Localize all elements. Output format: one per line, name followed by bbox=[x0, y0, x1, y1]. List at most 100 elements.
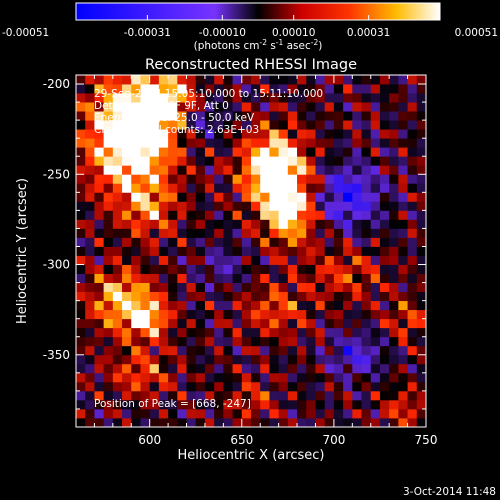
heatmap-cell bbox=[103, 120, 114, 130]
heatmap-cell bbox=[379, 102, 390, 112]
annotation-peak-position: Position of Peak = [668, -247] bbox=[94, 398, 251, 410]
heatmap-cell bbox=[76, 327, 86, 338]
heatmap-cell bbox=[370, 174, 381, 184]
heatmap-cell bbox=[370, 210, 381, 220]
heatmap-cell bbox=[278, 417, 289, 427]
heatmap-cell bbox=[324, 201, 335, 211]
heatmap-cell bbox=[122, 273, 132, 283]
heatmap-cell bbox=[333, 273, 344, 283]
heatmap-cell bbox=[379, 93, 390, 103]
heatmap-cell bbox=[122, 165, 132, 175]
heatmap-cell bbox=[287, 273, 298, 283]
heatmap-cell bbox=[85, 354, 95, 365]
heatmap-cell bbox=[186, 417, 197, 427]
heatmap-cell bbox=[315, 165, 326, 175]
heatmap-cell bbox=[343, 210, 353, 220]
heatmap-cell bbox=[168, 156, 178, 166]
heatmap-cell bbox=[343, 381, 353, 392]
heatmap-cell bbox=[333, 363, 344, 374]
heatmap-cell bbox=[232, 318, 243, 329]
colorbar: -0.00051 -0.00031 -0.00010 0.00010 0.00031 0.… bbox=[2, 2, 498, 52]
heatmap-cell bbox=[269, 363, 280, 374]
heatmap-cell bbox=[186, 327, 197, 338]
heatmap-cell bbox=[122, 192, 132, 202]
heatmap-cell bbox=[168, 327, 178, 338]
heatmap-cell bbox=[333, 246, 344, 256]
heatmap-cell bbox=[343, 390, 353, 401]
heatmap-cell bbox=[287, 264, 298, 274]
heatmap-cell bbox=[112, 246, 123, 256]
heatmap-cell bbox=[149, 102, 160, 112]
heatmap-cell bbox=[214, 84, 224, 94]
heatmap-cell bbox=[177, 183, 187, 193]
heatmap-cell bbox=[149, 246, 160, 256]
heatmap-cell bbox=[306, 192, 316, 202]
heatmap-cell bbox=[370, 327, 381, 338]
heatmap-cell bbox=[241, 93, 252, 103]
heatmap-cell bbox=[398, 183, 408, 193]
heatmap-cell bbox=[131, 93, 141, 103]
heatmap-cell bbox=[131, 192, 141, 202]
heatmap-cell bbox=[94, 120, 105, 130]
heatmap-cell bbox=[149, 354, 160, 365]
colorbar-tick-label: -0.00010 bbox=[199, 27, 246, 39]
heatmap-cell bbox=[76, 309, 86, 320]
heatmap-cell bbox=[297, 246, 307, 256]
heatmap-cell bbox=[76, 264, 86, 274]
heatmap-cell bbox=[149, 219, 160, 229]
heatmap-cell bbox=[297, 345, 307, 356]
heatmap-cell bbox=[186, 165, 197, 175]
heatmap-cell bbox=[352, 408, 362, 419]
heatmap-cell bbox=[158, 219, 169, 229]
heatmap-cell bbox=[195, 363, 206, 374]
heatmap-cell bbox=[85, 318, 95, 329]
heatmap-cell bbox=[333, 219, 344, 229]
heatmap-cell bbox=[122, 318, 132, 329]
heatmap-cell bbox=[398, 210, 408, 220]
heatmap-cell bbox=[112, 390, 123, 401]
heatmap-cell bbox=[398, 84, 408, 94]
heatmap-cell bbox=[269, 273, 280, 283]
heatmap-cell bbox=[315, 309, 326, 320]
heatmap-cell bbox=[140, 264, 151, 274]
heatmap-cell bbox=[140, 84, 151, 94]
heatmap-cell bbox=[168, 93, 178, 103]
heatmap-cell bbox=[315, 93, 326, 103]
heatmap-cell bbox=[361, 363, 372, 374]
heatmap-cell bbox=[352, 336, 362, 347]
heatmap-cell bbox=[251, 273, 261, 283]
heatmap-cell bbox=[287, 381, 298, 392]
heatmap-cell bbox=[103, 129, 114, 139]
heatmap-cell bbox=[195, 111, 206, 121]
heatmap-cell bbox=[94, 417, 105, 427]
heatmap-cell bbox=[251, 354, 261, 365]
heatmap-cell bbox=[131, 381, 141, 392]
heatmap-cell bbox=[214, 300, 224, 311]
heatmap-cell bbox=[204, 75, 215, 85]
heatmap-cell bbox=[379, 138, 390, 148]
heatmap-cell bbox=[112, 309, 123, 320]
heatmap-cell bbox=[149, 75, 160, 85]
heatmap-cell bbox=[112, 165, 123, 175]
heatmap-cell bbox=[297, 93, 307, 103]
heatmap-cell bbox=[251, 255, 261, 265]
heatmap-cell bbox=[398, 111, 408, 121]
heatmap-cell bbox=[131, 75, 141, 85]
heatmap-cell bbox=[260, 354, 270, 365]
heatmap-cell bbox=[370, 255, 381, 265]
heatmap-cell bbox=[297, 75, 307, 85]
heatmap-cell bbox=[251, 210, 261, 220]
heatmap-cell bbox=[251, 219, 261, 229]
heatmap-cell bbox=[416, 408, 426, 419]
heatmap-cell bbox=[251, 264, 261, 274]
heatmap-cell bbox=[158, 273, 169, 283]
heatmap-cell bbox=[260, 165, 270, 175]
heatmap-cell bbox=[398, 390, 408, 401]
heatmap-cell bbox=[269, 300, 280, 311]
heatmap-cell bbox=[287, 102, 298, 112]
heatmap-cell bbox=[103, 201, 114, 211]
heatmap-cell bbox=[260, 174, 270, 184]
heatmap-cell bbox=[343, 129, 353, 139]
heatmap-cell bbox=[85, 327, 95, 338]
heatmap-cell bbox=[177, 390, 187, 401]
